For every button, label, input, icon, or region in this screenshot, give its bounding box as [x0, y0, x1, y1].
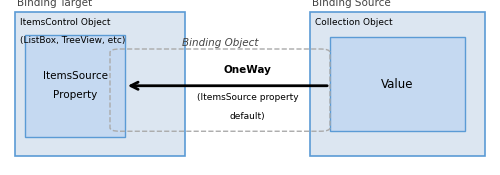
Text: ItemsSource: ItemsSource	[42, 71, 108, 81]
Text: Binding Source: Binding Source	[312, 0, 391, 8]
Text: Collection Object: Collection Object	[315, 18, 392, 27]
Text: default): default)	[230, 112, 266, 121]
Text: Value: Value	[382, 78, 414, 90]
Text: Property: Property	[53, 90, 97, 100]
Text: (ItemsSource property: (ItemsSource property	[196, 93, 298, 102]
Text: OneWay: OneWay	[224, 65, 272, 75]
Text: ItemsControl Object: ItemsControl Object	[20, 18, 110, 27]
Text: (ListBox, TreeView, etc): (ListBox, TreeView, etc)	[20, 36, 126, 45]
Bar	[330, 37, 465, 131]
Bar	[25, 35, 125, 136]
Text: Binding Object: Binding Object	[182, 38, 258, 48]
Bar	[310, 12, 485, 156]
Text: Binding Target: Binding Target	[18, 0, 92, 8]
Bar	[15, 12, 185, 156]
